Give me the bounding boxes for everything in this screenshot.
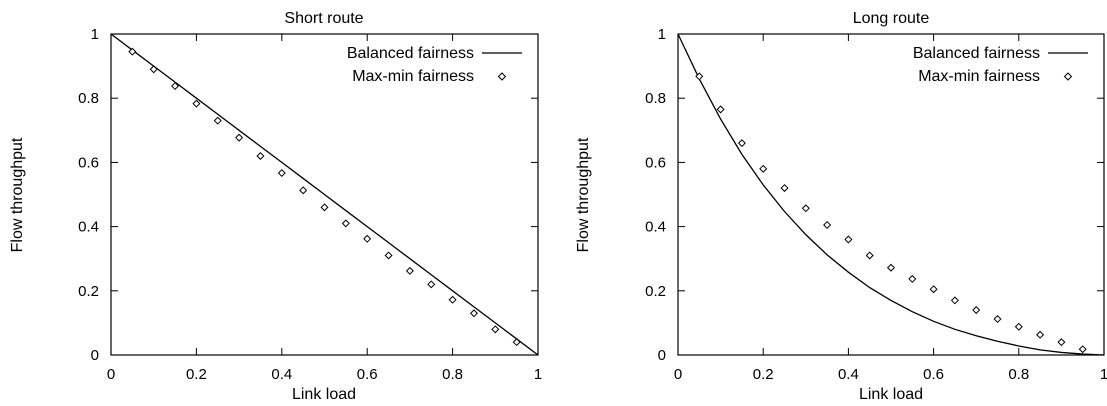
legend-label-balanced-fairness: Balanced fairness [347,45,474,62]
legend-label-max-min-fairness: Max-min fairness [918,68,1040,85]
legend: Balanced fairness Max-min fairness [913,45,1088,85]
x-tick-label: 0.6 [357,366,378,383]
data-point-max-min-fairness [235,133,244,142]
data-point-max-min-fairness [695,72,704,81]
data-point-max-min-fairness [469,309,478,318]
legend-marker-max-min-fairness [1063,72,1073,81]
data-point-max-min-fairness [171,81,180,91]
y-tick-label: 0.6 [645,154,666,171]
y-tick-label: 0.4 [78,219,99,236]
data-point-max-min-fairness [844,235,853,244]
data-point-max-min-fairness [780,184,789,193]
x-axis-label: Link load [859,386,923,403]
x-tick-label: 0 [674,366,682,383]
data-point-max-min-fairness [1078,345,1087,354]
data-point-max-min-fairness [950,296,959,305]
x-tick-label: 0.8 [442,366,463,383]
data-point-max-min-fairness [320,203,329,212]
plot-area: 0 0.2 0.4 0.6 0.8 1 0 0.2 0.4 0.6 0.8 1 [645,26,1107,383]
y-axis-label: Flow throughput [9,137,26,252]
data-point-max-min-fairness [277,168,286,178]
y-tick-label: 0.2 [78,283,99,300]
data-point-max-min-fairness [213,116,222,125]
y-tick-label: 0.8 [78,90,99,107]
legend-label-balanced-fairness: Balanced fairness [913,45,1040,62]
data-point-max-min-fairness [1036,330,1045,339]
data-point-max-min-fairness [737,139,746,148]
chart-panel-long-route: Long route Link load Flow throughput Bal… [575,10,1088,403]
y-tick-label: 1 [91,26,99,43]
chart-panel-short-route: Short route Link load Flow throughput Ba… [9,10,522,403]
data-point-max-min-fairness [448,295,457,304]
data-point-max-min-fairness [929,285,938,294]
data-point-max-min-fairness [1014,322,1023,331]
data-point-max-min-fairness [823,220,832,230]
series-line-balanced-fairness [677,33,1105,356]
data-point-max-min-fairness [405,266,414,275]
x-tick-label: 0.2 [753,366,774,383]
y-tick-label: 0 [658,347,666,364]
y-axis-label: Flow throughput [575,137,592,252]
y-tick-label: 0.6 [78,154,99,171]
chart-title: Long route [853,10,930,27]
plot-frame [677,33,1105,356]
data-point-max-min-fairness [299,186,308,195]
y-tick-label: 0.4 [645,219,666,236]
x-tick-label: 0.4 [271,366,292,383]
data-point-max-min-fairness [759,164,768,173]
chart-title: Short route [284,10,363,27]
x-tick-label: 0.2 [186,366,207,383]
data-point-max-min-fairness [512,338,521,347]
data-point-max-min-fairness [801,204,810,213]
plot-frame [110,33,539,356]
data-point-max-min-fairness [256,151,265,160]
x-tick-label: 1 [1100,366,1107,383]
y-tick-label: 0.2 [645,283,666,300]
data-point-max-min-fairness [128,47,137,56]
data-point-max-min-fairness [993,315,1002,324]
data-point-max-min-fairness [972,306,981,315]
x-tick-label: 0.4 [838,366,859,383]
y-tick-label: 0 [91,347,99,364]
data-point-max-min-fairness [384,251,393,260]
data-point-max-min-fairness [427,280,436,289]
data-point-max-min-fairness [192,99,201,108]
data-point-max-min-fairness [716,105,725,114]
plot-area: 0 0.2 0.4 0.6 0.8 1 0 0.2 0.4 0.6 0.8 1 [78,26,542,383]
data-point-max-min-fairness [886,263,896,272]
x-tick-label: 0 [107,366,115,383]
data-point-max-min-fairness [1057,338,1066,347]
y-tick-label: 1 [658,26,666,43]
y-tick-label: 0.8 [645,90,666,107]
data-point-max-min-fairness [865,251,874,260]
legend-marker-max-min-fairness [497,72,507,81]
x-tick-label: 1 [534,366,542,383]
data-point-max-min-fairness [908,274,917,283]
data-point-max-min-fairness [363,234,372,243]
x-axis-label: Link load [292,386,356,403]
data-point-max-min-fairness [341,219,350,228]
series-line-balanced-fairness [110,33,539,356]
x-tick-label: 0.6 [923,366,944,383]
data-point-max-min-fairness [491,325,500,334]
legend: Balanced fairness Max-min fairness [347,45,522,85]
x-tick-label: 0.8 [1008,366,1029,383]
data-point-max-min-fairness [149,65,158,74]
legend-label-max-min-fairness: Max-min fairness [352,68,474,85]
